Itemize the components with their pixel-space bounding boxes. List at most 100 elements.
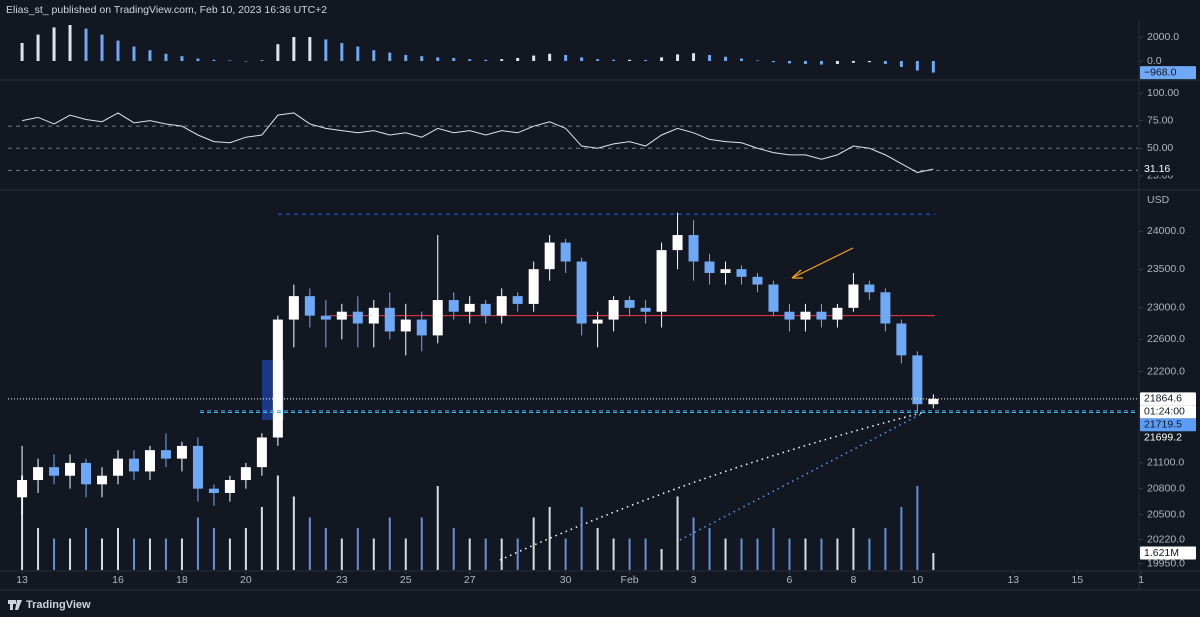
- volume-bar: [484, 538, 487, 570]
- histogram-bar: [915, 60, 919, 71]
- candle-body: [81, 462, 92, 485]
- candle-body: [176, 445, 187, 459]
- vwap-line: [679, 411, 926, 541]
- candle-body: [512, 296, 523, 304]
- x-tick-label: 10: [912, 574, 924, 586]
- candle-body: [720, 269, 731, 273]
- histogram-bar: [164, 53, 168, 61]
- x-tick-label: 8: [850, 574, 856, 586]
- histogram-bar: [660, 57, 664, 61]
- histogram-bar: [148, 50, 152, 61]
- histogram-bar: [564, 54, 568, 61]
- volume-bar: [836, 538, 839, 570]
- volume-bar: [516, 538, 519, 570]
- x-tick-label: Feb: [621, 574, 639, 586]
- x-tick-label: 16: [112, 574, 124, 586]
- volume-bar: [53, 538, 56, 570]
- candle-body: [704, 261, 715, 273]
- histogram-bar: [308, 36, 312, 61]
- candle-body: [496, 296, 507, 316]
- histogram-bar: [708, 54, 712, 61]
- candle-body: [576, 261, 587, 324]
- candle-body: [304, 296, 315, 316]
- volume-bar: [308, 517, 311, 570]
- volume-bar: [564, 538, 567, 570]
- candle-body: [208, 488, 219, 493]
- histogram-bar: [180, 56, 184, 61]
- y-tick-label: 20800.0: [1147, 482, 1185, 494]
- y-tick-label: 24000.0: [1147, 225, 1185, 237]
- candle-body: [896, 323, 907, 356]
- volume-bar: [468, 538, 471, 570]
- volume-label-box: [1140, 546, 1196, 560]
- level-label-box: [1140, 431, 1196, 445]
- histogram-bar: [628, 59, 632, 61]
- volume-bar: [244, 528, 247, 570]
- histogram-bar: [755, 60, 759, 61]
- candle-body: [272, 319, 283, 438]
- histogram-bar: [580, 57, 584, 61]
- candle-body: [256, 437, 267, 468]
- candle-body: [608, 300, 619, 320]
- histogram-bar: [484, 59, 488, 61]
- volume-bar: [101, 538, 104, 570]
- histogram-bar: [372, 50, 376, 61]
- y-tick-label: 20500.0: [1147, 509, 1185, 521]
- candle-body: [752, 276, 763, 285]
- volume-bar: [180, 538, 183, 570]
- volume-bar: [324, 528, 327, 570]
- last-value-label-box: [1140, 66, 1196, 80]
- candle-body: [544, 242, 555, 270]
- last-value-label: 31.16: [1144, 163, 1170, 175]
- candle-body: [640, 307, 651, 312]
- candle-body: [288, 296, 299, 320]
- y-tick-label: 50.00: [1147, 142, 1173, 154]
- histogram-bar: [468, 59, 472, 61]
- histogram-bar: [340, 42, 344, 61]
- histogram-bar: [260, 60, 264, 61]
- histogram-bar: [20, 42, 24, 61]
- histogram-bar: [36, 34, 40, 61]
- histogram-bar: [771, 60, 775, 63]
- candle-body: [352, 311, 363, 324]
- volume-bar: [708, 528, 711, 570]
- candle-body: [400, 319, 411, 332]
- histogram-bar: [452, 57, 456, 61]
- currency-label: USD: [1147, 194, 1170, 206]
- histogram-bar: [548, 53, 552, 61]
- volume-bar: [756, 538, 759, 570]
- histogram-bar: [84, 28, 88, 61]
- candle-body: [480, 303, 491, 316]
- histogram-bar: [52, 27, 56, 61]
- volume-bar: [276, 475, 279, 570]
- candle-body: [880, 292, 891, 324]
- candle-body: [112, 458, 123, 476]
- x-tick-label: 20: [240, 574, 252, 586]
- histogram-bar: [644, 60, 648, 61]
- volume-bar: [868, 538, 871, 570]
- candle-body: [160, 450, 171, 459]
- volume-bar: [85, 528, 88, 570]
- y-tick-label: 22600.0: [1147, 333, 1185, 345]
- candle-body: [416, 319, 427, 336]
- histogram-bar: [899, 60, 903, 67]
- candle-body: [65, 462, 76, 476]
- x-tick-label: 3: [691, 574, 697, 586]
- volume-bar: [724, 538, 727, 570]
- volume-bar: [884, 528, 887, 570]
- candle-body: [928, 398, 939, 405]
- volume-bar: [916, 486, 919, 570]
- candle-body: [592, 319, 603, 324]
- y-tick-label: 21100.0: [1147, 457, 1184, 469]
- volume-bar: [500, 538, 503, 570]
- histogram-bar: [196, 58, 200, 61]
- candle-body: [768, 284, 779, 312]
- candle-body: [528, 269, 539, 304]
- histogram-bar: [787, 60, 791, 64]
- histogram-bar: [276, 44, 280, 61]
- histogram-bar: [292, 36, 296, 61]
- volume-bar: [644, 538, 647, 570]
- candle-body: [240, 467, 251, 481]
- volume-bar: [612, 538, 615, 570]
